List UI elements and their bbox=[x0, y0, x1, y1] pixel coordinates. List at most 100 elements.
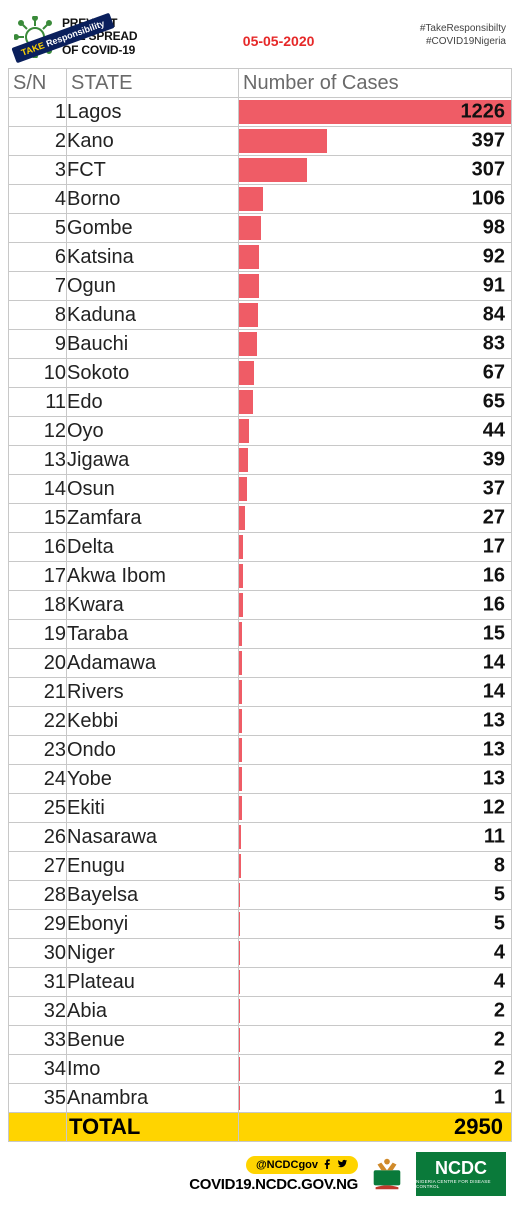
col-sn: S/N bbox=[9, 69, 67, 98]
row-state: Ekiti bbox=[67, 794, 239, 823]
table-header-row: S/N STATE Number of Cases bbox=[9, 69, 512, 98]
row-sn: 23 bbox=[9, 736, 67, 765]
table-row: 30Niger4 bbox=[9, 939, 512, 968]
col-cases: Number of Cases bbox=[239, 69, 512, 98]
row-value: 13 bbox=[483, 768, 505, 791]
bar bbox=[239, 477, 247, 501]
row-value: 39 bbox=[483, 449, 505, 472]
table-row: 18Kwara16 bbox=[9, 591, 512, 620]
row-bar-cell: 91 bbox=[239, 272, 512, 301]
row-value: 4 bbox=[494, 971, 505, 994]
row-state: Enugu bbox=[67, 852, 239, 881]
bar bbox=[239, 564, 243, 588]
row-value: 14 bbox=[483, 681, 505, 704]
row-sn: 7 bbox=[9, 272, 67, 301]
row-bar-cell: 27 bbox=[239, 504, 512, 533]
bar bbox=[239, 361, 254, 385]
table-row: 17Akwa Ibom16 bbox=[9, 562, 512, 591]
row-value: 106 bbox=[472, 188, 505, 211]
virus-icon: TAKE Responsibility bbox=[14, 16, 56, 58]
row-bar-cell: 12 bbox=[239, 794, 512, 823]
table-row: 28Bayelsa5 bbox=[9, 881, 512, 910]
infographic-page: TAKE Responsibility PREVENT THE SPREAD O… bbox=[0, 0, 520, 1208]
row-sn: 30 bbox=[9, 939, 67, 968]
row-value: 5 bbox=[494, 884, 505, 907]
table-row: 29Ebonyi5 bbox=[9, 910, 512, 939]
table-row: 6Katsina92 bbox=[9, 243, 512, 272]
row-state: Adamawa bbox=[67, 649, 239, 678]
row-bar-cell: 37 bbox=[239, 475, 512, 504]
row-sn: 24 bbox=[9, 765, 67, 794]
row-bar-cell: 1 bbox=[239, 1084, 512, 1113]
row-sn: 17 bbox=[9, 562, 67, 591]
table-row: 7Ogun91 bbox=[9, 272, 512, 301]
row-state: Borno bbox=[67, 185, 239, 214]
row-state: Nasarawa bbox=[67, 823, 239, 852]
row-bar-cell: 13 bbox=[239, 707, 512, 736]
ncdc-label: NCDC bbox=[435, 1159, 487, 1177]
bar bbox=[239, 738, 242, 762]
handle-text: @NCDCgov bbox=[256, 1159, 318, 1171]
row-sn: 11 bbox=[9, 388, 67, 417]
row-value: 307 bbox=[472, 159, 505, 182]
row-sn: 28 bbox=[9, 881, 67, 910]
row-bar-cell: 65 bbox=[239, 388, 512, 417]
report-date: 05-05-2020 bbox=[243, 33, 315, 49]
bar bbox=[239, 129, 327, 153]
row-bar-cell: 92 bbox=[239, 243, 512, 272]
row-value: 13 bbox=[483, 739, 505, 762]
row-sn: 2 bbox=[9, 127, 67, 156]
table-row: 4Borno106 bbox=[9, 185, 512, 214]
row-value: 27 bbox=[483, 507, 505, 530]
table-row: 19Taraba15 bbox=[9, 620, 512, 649]
bar bbox=[239, 187, 263, 211]
row-value: 4 bbox=[494, 942, 505, 965]
bar bbox=[239, 274, 259, 298]
total-label: TOTAL bbox=[67, 1113, 239, 1142]
row-sn: 14 bbox=[9, 475, 67, 504]
coat-of-arms-icon bbox=[368, 1155, 406, 1193]
row-value: 2 bbox=[494, 1000, 505, 1023]
slogan-l3: OF COVID-19 bbox=[62, 44, 137, 57]
row-state: Kwara bbox=[67, 591, 239, 620]
row-state: Sokoto bbox=[67, 359, 239, 388]
cases-table: S/N STATE Number of Cases 1Lagos12262Kan… bbox=[8, 68, 512, 1142]
bar bbox=[239, 651, 242, 675]
row-value: 14 bbox=[483, 652, 505, 675]
col-state: STATE bbox=[67, 69, 239, 98]
table-row: 1Lagos1226 bbox=[9, 98, 512, 127]
row-state: Anambra bbox=[67, 1084, 239, 1113]
row-bar-cell: 16 bbox=[239, 591, 512, 620]
row-bar-cell: 4 bbox=[239, 968, 512, 997]
row-sn: 1 bbox=[9, 98, 67, 127]
row-state: Yobe bbox=[67, 765, 239, 794]
row-value: 15 bbox=[483, 623, 505, 646]
logo-block: TAKE Responsibility PREVENT THE SPREAD O… bbox=[14, 16, 137, 58]
table-row: 26Nasarawa11 bbox=[9, 823, 512, 852]
row-state: Lagos bbox=[67, 98, 239, 127]
row-bar-cell: 4 bbox=[239, 939, 512, 968]
bar bbox=[239, 709, 242, 733]
row-value: 1 bbox=[494, 1087, 505, 1110]
table-row: 27Enugu8 bbox=[9, 852, 512, 881]
row-value: 83 bbox=[483, 333, 505, 356]
row-bar-cell: 14 bbox=[239, 678, 512, 707]
bar bbox=[239, 825, 241, 849]
table-row: 20Adamawa14 bbox=[9, 649, 512, 678]
row-sn: 21 bbox=[9, 678, 67, 707]
bar bbox=[239, 535, 243, 559]
row-bar-cell: 67 bbox=[239, 359, 512, 388]
row-bar-cell: 2 bbox=[239, 997, 512, 1026]
row-value: 37 bbox=[483, 478, 505, 501]
row-bar-cell: 2 bbox=[239, 1026, 512, 1055]
row-sn: 6 bbox=[9, 243, 67, 272]
row-state: Taraba bbox=[67, 620, 239, 649]
row-state: Benue bbox=[67, 1026, 239, 1055]
table-row: 12Oyo44 bbox=[9, 417, 512, 446]
row-bar-cell: 44 bbox=[239, 417, 512, 446]
table-row: 2Kano397 bbox=[9, 127, 512, 156]
row-state: Oyo bbox=[67, 417, 239, 446]
social-handle: @NCDCgov bbox=[246, 1156, 358, 1174]
bar bbox=[239, 419, 249, 443]
row-bar-cell: 5 bbox=[239, 910, 512, 939]
